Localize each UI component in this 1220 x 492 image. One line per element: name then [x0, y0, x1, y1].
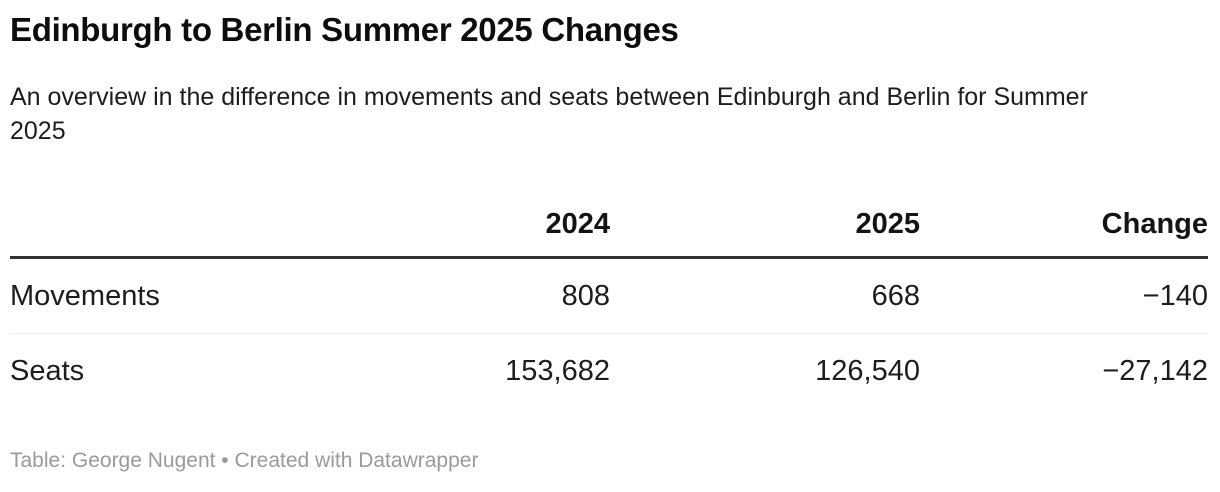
row-label: Movements: [10, 257, 370, 334]
table-row-movements: Movements 808 668 −140: [10, 257, 1208, 334]
cell-movements-2024: 808: [370, 257, 610, 334]
column-header-2025: 2025: [610, 194, 920, 259]
chart-description: An overview in the difference in movemen…: [10, 83, 1088, 145]
cell-seats-change: −27,142: [1102, 355, 1208, 387]
column-header-2024: 2024: [370, 194, 610, 259]
row-label: Seats: [10, 355, 85, 387]
cell-seats-2024: 153,682: [505, 355, 610, 387]
cell-seats-2025: 126,540: [815, 355, 920, 387]
table-header-row: 2024 2025 Change: [10, 194, 1208, 259]
datawrapper-table-chart: Edinburgh to Berlin Summer 2025 Changes …: [0, 10, 1220, 474]
data-table: 2024 2025 Change Movements 808 668 −140 …: [10, 194, 1208, 408]
column-header-change: Change: [920, 194, 1208, 259]
page-title: Edinburgh to Berlin Summer 2025 Changes: [10, 11, 679, 48]
cell-movements-2025: 668: [610, 257, 920, 334]
table-row-seats: Seats 153,682 126,540 −27,142: [10, 334, 1208, 409]
attribution-footer: Table: George Nugent • Created with Data…: [10, 449, 479, 472]
column-header-empty: [10, 194, 370, 259]
cell-movements-change: −140: [920, 257, 1208, 334]
